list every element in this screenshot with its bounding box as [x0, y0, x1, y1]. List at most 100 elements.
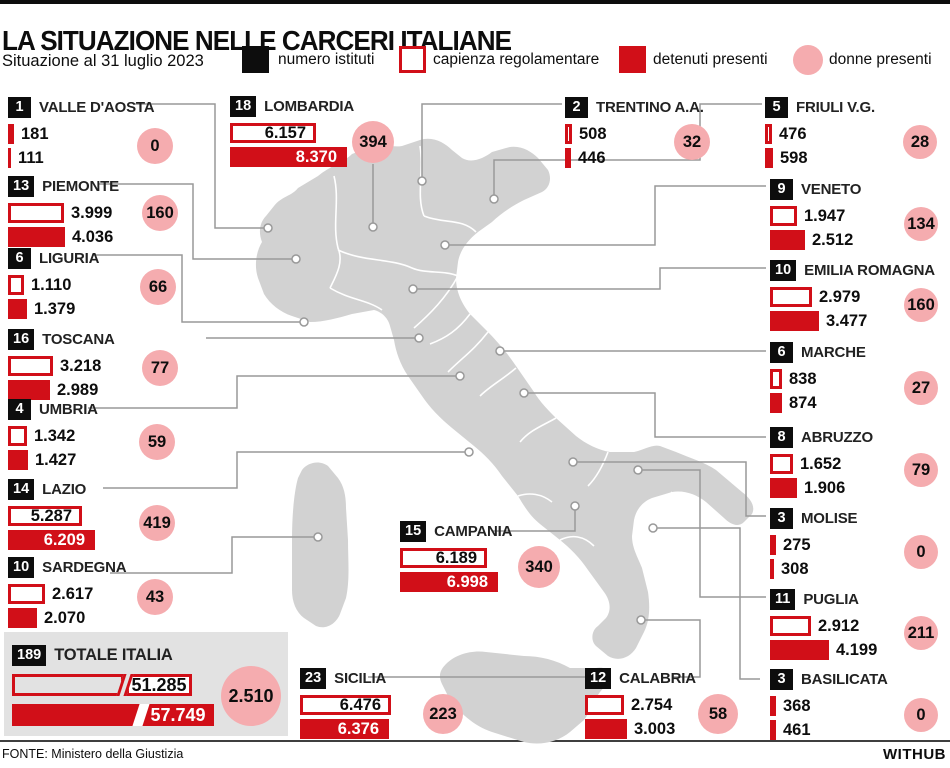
region-block-sardegna: 10 SARDEGNA 2.617 2.070 43: [8, 556, 278, 632]
total-women-circle: 2.510: [221, 666, 281, 726]
capacity-bar: [770, 616, 811, 636]
region-name: SARDEGNA: [42, 558, 127, 576]
region-name: CAMPANIA: [434, 522, 513, 540]
women-count-circle: 134: [904, 207, 938, 241]
region-block-campania: 15 CAMPANIA 6.189 6.998 340: [400, 520, 670, 596]
region-header: 1 VALLE D'AOSTA: [8, 96, 278, 118]
region-block-emilia-romagna: 10 EMILIA ROMAGNA 2.979 3.477 160: [770, 259, 950, 335]
detainees-value: 6.376: [337, 720, 379, 738]
legend-detainees-swatch: [619, 46, 646, 73]
detainees-bar: [770, 311, 819, 331]
total-detainees-value: 57.749: [142, 704, 214, 726]
detainees-bar-row: 1.427: [8, 450, 278, 470]
region-header: 5 FRIULI V.G.: [765, 96, 950, 118]
women-count-circle: 394: [352, 121, 394, 163]
region-block-basilicata: 3 BASILICATA 368 461 0: [770, 668, 950, 744]
women-count-circle: 43: [137, 579, 173, 615]
region-header: 3 BASILICATA: [770, 668, 950, 690]
total-header: 189 TOTALE ITALIA: [12, 644, 173, 666]
region-header: 10 EMILIA ROMAGNA: [770, 259, 950, 281]
capacity-bar: [8, 506, 82, 526]
total-detainees-bar: [12, 704, 140, 726]
capacity-value: 181: [21, 124, 49, 143]
region-header: 23 SICILIA: [300, 667, 570, 689]
legend-capacity-label: capienza regolamentare: [433, 51, 600, 68]
detainees-value: 6.209: [43, 531, 85, 549]
institutes-count-badge: 15: [400, 520, 427, 542]
region-block-friuli: 5 FRIULI V.G. 476 598 28: [765, 96, 950, 172]
capacity-bar-row: 3.999: [8, 203, 278, 223]
capacity-bar: [770, 206, 797, 226]
detainees-value: 4.036: [72, 227, 114, 246]
region-name: SICILIA: [334, 669, 387, 687]
region-block-toscana: 16 TOSCANA 3.218 2.989 77: [8, 328, 278, 404]
detainees-bar-row: 1.906: [770, 478, 950, 498]
region-block-veneto: 9 VENETO 1.947 2.512 134: [770, 178, 950, 254]
detainees-bar-row: 111: [8, 148, 278, 168]
total-name: TOTALE ITALIA: [54, 645, 173, 664]
capacity-bar-row: 6.157: [230, 123, 500, 143]
detainees-bar-row: 6.376: [300, 719, 570, 739]
legend-women-swatch: [793, 45, 823, 75]
institutes-count-badge: 8: [770, 426, 793, 448]
detainees-bar: [770, 559, 774, 579]
region-name: MOLISE: [801, 509, 858, 527]
capacity-bar-row: 838: [770, 369, 950, 389]
legend-capacity-swatch: [399, 46, 426, 73]
capacity-bar: [565, 124, 572, 144]
capacity-bar-row: 476: [765, 124, 950, 144]
region-header: 16 TOSCANA: [8, 328, 278, 350]
detainees-value: 3.477: [826, 311, 868, 330]
institutes-count-badge: 1: [8, 96, 31, 118]
detainees-bar: [765, 148, 773, 168]
detainees-bar: [8, 227, 65, 247]
region-name: ABRUZZO: [801, 428, 873, 446]
detainees-bar-row: 6.209: [8, 530, 278, 550]
detainees-value: 1.906: [804, 478, 846, 497]
women-count-circle: 27: [904, 371, 938, 405]
legend-detainees-label: detenuti presenti: [653, 51, 768, 68]
region-header: 15 CAMPANIA: [400, 520, 670, 542]
region-block-calabria: 12 CALABRIA 2.754 3.003 58: [585, 667, 855, 743]
subtitle-date: Situazione al 31 luglio 2023: [2, 52, 204, 70]
region-block-lazio: 14 LAZIO 5.287 6.209 419: [8, 478, 278, 554]
capacity-value: 1.342: [34, 426, 76, 445]
institutes-count-badge: 2: [565, 96, 588, 118]
detainees-value: 3.003: [634, 719, 676, 738]
detainees-value: 1.427: [35, 450, 77, 469]
detainees-bar-row: 6.998: [400, 572, 670, 592]
capacity-value: 6.189: [435, 549, 477, 567]
women-count-circle: 58: [698, 694, 738, 734]
capacity-value: 1.110: [31, 275, 72, 294]
detainees-bar-row: 2.512: [770, 230, 950, 250]
capacity-bar-row: 1.110: [8, 275, 278, 295]
detainees-bar-row: 2.070: [8, 608, 278, 628]
capacity-bar: [400, 548, 487, 568]
region-name: BASILICATA: [801, 670, 888, 688]
source-note: FONTE: Ministero della Giustizia: [2, 747, 184, 761]
detainees-bar-row: 2.989: [8, 380, 278, 400]
region-header: 14 LAZIO: [8, 478, 278, 500]
connector-umbria: [88, 375, 458, 409]
detainees-bar: [770, 393, 782, 413]
institutes-count-badge: 6: [8, 247, 31, 269]
women-count-circle: 160: [142, 195, 178, 231]
capacity-bar: [765, 124, 772, 144]
region-header: 4 UMBRIA: [8, 398, 278, 420]
capacity-bar-row: 1.947: [770, 206, 950, 226]
region-block-lombardia: 18 LOMBARDIA 6.157 8.370 394: [230, 95, 500, 171]
capacity-bar: [8, 356, 53, 376]
total-detainees-bar-row: 57.749: [12, 704, 214, 726]
detainees-value: 2.989: [57, 380, 99, 399]
detainees-bar: [585, 719, 627, 739]
detainees-bar-row: 4.036: [8, 227, 278, 247]
detainees-bar: [770, 478, 797, 498]
region-block-trentino: 2 TRENTINO A.A. 508 446 32: [565, 96, 835, 172]
capacity-bar-row: 2.979: [770, 287, 950, 307]
region-block-umbria: 4 UMBRIA 1.342 1.427 59: [8, 398, 278, 474]
detainees-bar: [770, 640, 829, 660]
capacity-value: 5.287: [30, 507, 72, 525]
connector-lazio: [103, 451, 467, 489]
detainees-value: 461: [783, 720, 811, 739]
